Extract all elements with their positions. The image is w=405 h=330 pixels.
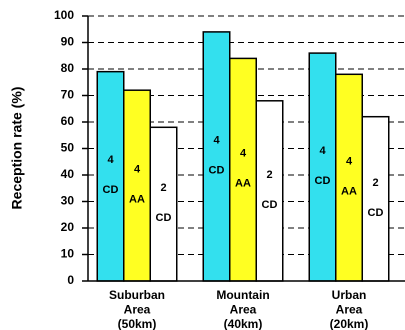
bar — [308, 52, 337, 282]
x-tick-label: Urban — [332, 288, 367, 302]
bar-label: CD — [156, 212, 172, 224]
x-tick-label: (40km) — [224, 317, 263, 330]
bar-label: CD — [315, 175, 331, 187]
x-tick-label: Area — [230, 303, 257, 317]
bar-label: AA — [235, 178, 251, 190]
bar-label: 2 — [372, 177, 378, 189]
bar — [96, 70, 125, 282]
bar-label: 2 — [266, 169, 272, 181]
bar-label: 4 — [346, 156, 353, 168]
x-tick-label: Suburban — [109, 288, 165, 302]
bar-label: AA — [129, 194, 145, 206]
y-tick-label: 90 — [61, 35, 75, 49]
y-tick-label: 100 — [54, 8, 74, 22]
bar-label: 4 — [213, 134, 220, 146]
bar-label: 4 — [134, 164, 141, 176]
y-tick-label: 40 — [61, 167, 75, 181]
x-tick-label: Mountain — [216, 288, 269, 302]
bar — [202, 31, 231, 282]
y-tick-label: 0 — [67, 273, 74, 287]
x-tick-label: (50km) — [118, 317, 157, 330]
bar — [361, 115, 390, 282]
bar-label: 4 — [319, 145, 326, 157]
y-tick-label: 50 — [61, 141, 75, 155]
bar-label: AA — [341, 186, 357, 198]
y-tick-label: 20 — [61, 220, 75, 234]
bar — [335, 73, 363, 282]
y-tick-label: 70 — [61, 88, 75, 102]
bar-label: 2 — [160, 182, 166, 194]
bar — [255, 100, 284, 282]
y-tick-label: 80 — [61, 61, 75, 75]
y-tick-label: 30 — [61, 194, 75, 208]
bar-label: 4 — [107, 154, 114, 166]
bar — [149, 126, 178, 282]
bar-label: 4 — [240, 148, 247, 160]
bar-label: CD — [209, 164, 225, 176]
y-tick-label: 60 — [61, 114, 75, 128]
y-axis-title: Reception rate (%) — [9, 87, 25, 210]
bar-label: CD — [262, 199, 278, 211]
x-tick-label: Area — [336, 303, 363, 317]
bar-label: CD — [103, 184, 119, 196]
bar — [229, 57, 257, 282]
y-tick-label: 10 — [61, 247, 75, 261]
x-tick-label: Area — [124, 303, 151, 317]
bar-label: CD — [368, 207, 384, 219]
bar — [123, 89, 151, 282]
x-tick-label: (20km) — [330, 317, 369, 330]
